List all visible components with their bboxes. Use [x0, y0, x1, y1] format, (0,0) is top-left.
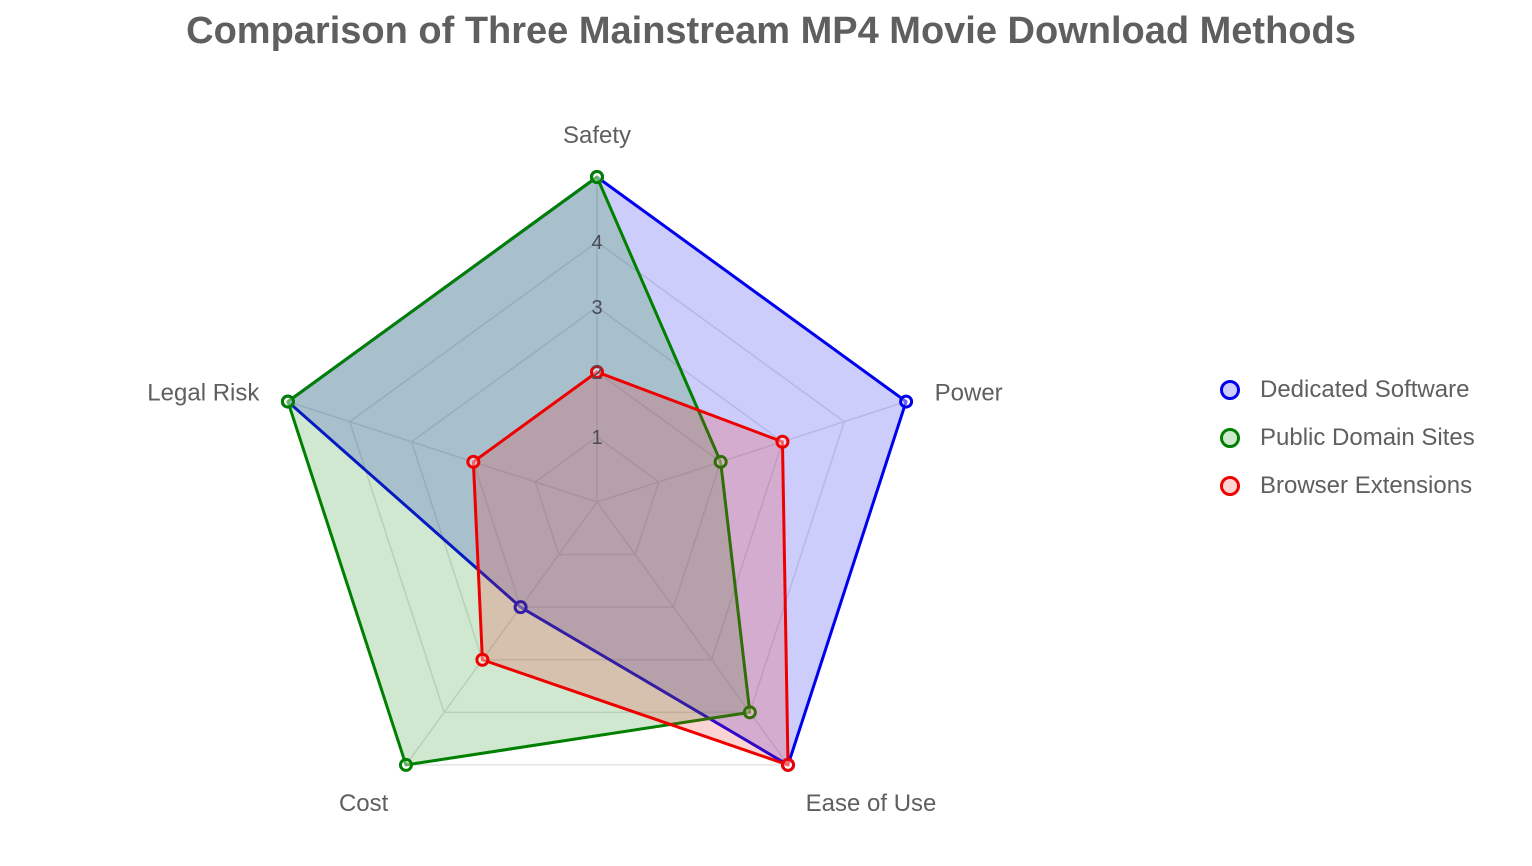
legend: Dedicated Software Public Domain Sites Bro… — [1220, 366, 1475, 510]
radial-tick-label: 4 — [591, 232, 602, 254]
grid-ring-3 — [410, 306, 784, 661]
data-point-public-domain-sites-legal-risk[interactable] — [280, 394, 295, 409]
data-point-browser-extensions-legal-risk[interactable] — [466, 454, 481, 469]
data-point-dedicated-software-power[interactable] — [899, 394, 914, 409]
legend-swatch — [1220, 380, 1240, 400]
data-point-public-domain-sites-cost[interactable] — [398, 757, 413, 772]
chart-title: Comparison of Three Mainstream MP4 Movie… — [186, 10, 1356, 52]
radar-series — [280, 170, 914, 772]
axis-labels: Safety Power Ease of Use Cost Legal Risk — [147, 122, 1002, 817]
legend-item-public-domain-sites[interactable]: Public Domain Sites — [1220, 414, 1475, 462]
radial-ticks: 1 2 3 4 — [591, 232, 602, 449]
series-area-public-domain-sites — [286, 175, 752, 767]
axis-label-legal-risk: Legal Risk — [147, 379, 260, 406]
spoke-cost — [405, 501, 598, 766]
legend-label: Browser Extensions — [1260, 472, 1473, 499]
data-point-dedicated-software-cost[interactable] — [513, 600, 528, 615]
axis-label-ease-of-use: Ease of Use — [806, 790, 937, 817]
data-point-public-domain-sites-power[interactable] — [713, 454, 728, 469]
radial-tick-label: 1 — [591, 427, 602, 449]
radial-tick-label: 2 — [591, 362, 602, 384]
series-area-browser-extensions — [471, 370, 790, 767]
radial-tick-label: 3 — [591, 297, 602, 319]
axis-label-power: Power — [935, 379, 1003, 406]
spoke-ease-of-use — [596, 501, 789, 766]
series-browser-extensions — [466, 365, 796, 772]
legend-swatch — [1220, 428, 1240, 448]
data-point-public-domain-sites-safety[interactable] — [590, 170, 604, 184]
legend-item-dedicated-software[interactable]: Dedicated Software — [1220, 366, 1475, 414]
grid-ring-1 — [534, 436, 660, 556]
legend-item-browser-extensions[interactable]: Browser Extensions — [1220, 462, 1475, 510]
spoke-power — [596, 400, 907, 503]
axis-label-safety: Safety — [563, 122, 631, 149]
legend-label: Public Domain Sites — [1260, 424, 1475, 451]
data-point-browser-extensions-cost[interactable] — [475, 652, 490, 667]
legend-swatch — [1220, 476, 1240, 496]
grid-ring-4 — [348, 241, 846, 714]
data-point-browser-extensions-ease-of-use[interactable] — [781, 757, 796, 772]
legend-label: Dedicated Software — [1260, 376, 1470, 403]
radar-grid — [287, 176, 907, 766]
data-point-public-domain-sites-ease-of-use[interactable] — [742, 705, 757, 720]
data-point-browser-extensions-safety[interactable] — [590, 365, 604, 379]
axis-label-cost: Cost — [339, 790, 389, 817]
data-point-browser-extensions-power[interactable] — [775, 434, 790, 449]
series-public-domain-sites — [280, 170, 757, 772]
spoke-legal-risk — [287, 400, 598, 503]
